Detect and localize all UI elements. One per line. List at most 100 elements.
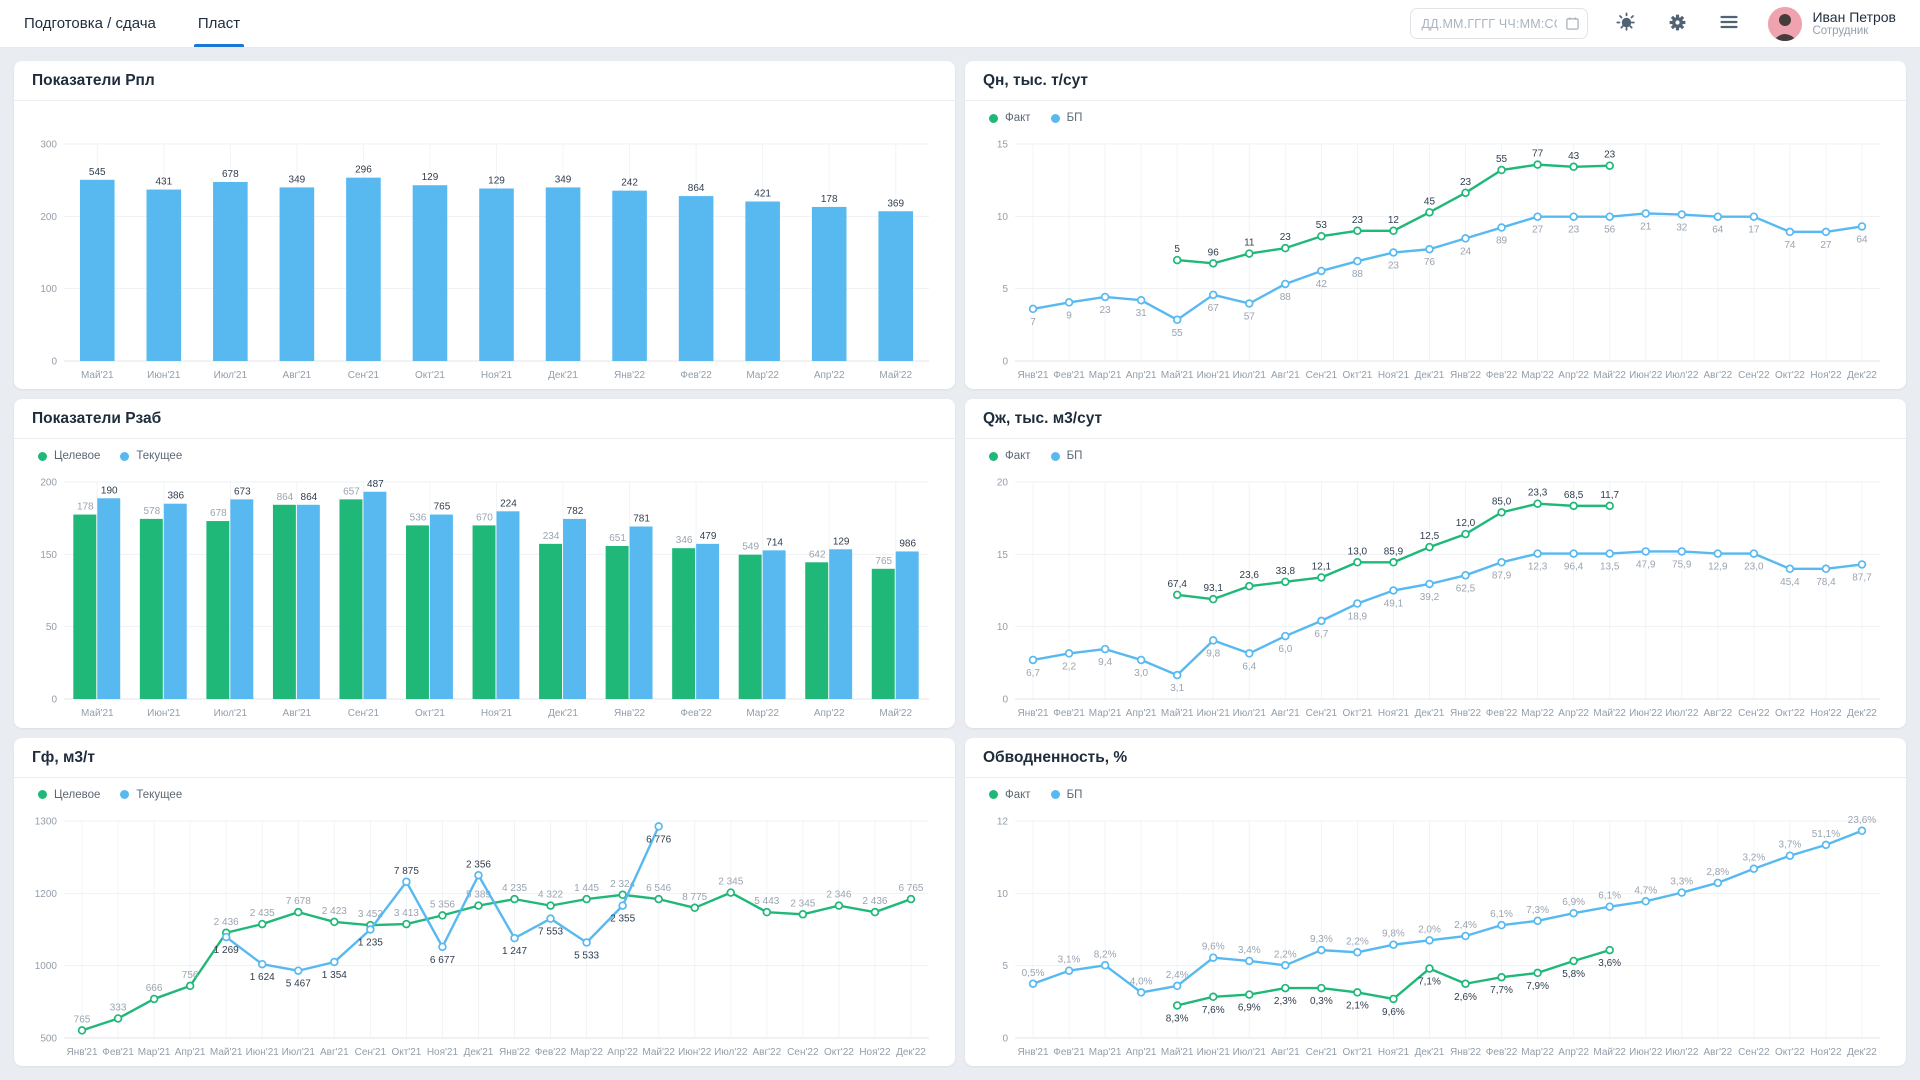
svg-text:Июл'21: Июл'21 <box>214 708 248 719</box>
svg-text:100: 100 <box>40 284 57 295</box>
svg-text:Ноя'21: Ноя'21 <box>1378 708 1410 719</box>
svg-text:Мар'21: Мар'21 <box>1089 370 1122 381</box>
svg-text:50: 50 <box>46 622 58 633</box>
legend-item: Текущее <box>120 450 182 462</box>
chart-legend: Факт БП <box>979 784 1892 806</box>
svg-text:2 324: 2 324 <box>610 878 635 889</box>
svg-text:Сен'21: Сен'21 <box>348 708 380 719</box>
svg-text:55: 55 <box>1496 154 1508 165</box>
svg-text:Янв'21: Янв'21 <box>66 1047 98 1058</box>
svg-text:129: 129 <box>488 175 505 186</box>
svg-text:15: 15 <box>997 140 1009 151</box>
legend-item: Факт <box>989 112 1031 124</box>
svg-text:Янв'22: Янв'22 <box>1450 370 1482 381</box>
panel-rpl: Показатели Рпл 300 200 100 0 Май'21 Июн'21 Июл… <box>14 61 955 390</box>
svg-text:6,1%: 6,1% <box>1490 909 1513 920</box>
legend-dot <box>38 790 47 800</box>
legend-dot <box>120 790 130 800</box>
svg-text:3,6%: 3,6% <box>1598 958 1621 969</box>
svg-text:Сен'21: Сен'21 <box>355 1047 387 1058</box>
datetime-input[interactable] <box>1410 8 1589 39</box>
svg-text:24: 24 <box>1460 246 1472 257</box>
svg-text:2 355: 2 355 <box>610 913 635 924</box>
svg-text:0: 0 <box>1002 357 1008 368</box>
svg-text:Июн'21: Июн'21 <box>1197 708 1231 719</box>
svg-text:5: 5 <box>1002 961 1008 972</box>
svg-text:6,9%: 6,9% <box>1238 1002 1261 1013</box>
svg-text:678: 678 <box>210 508 227 519</box>
svg-text:2 436: 2 436 <box>214 916 239 927</box>
svg-text:2 346: 2 346 <box>826 889 851 900</box>
svg-text:64: 64 <box>1856 234 1868 245</box>
chart-gf: Целевое Текущее 1300 1200 1000 500 Янв'21 Фев'2… <box>14 778 955 1066</box>
svg-text:21: 21 <box>1640 221 1652 232</box>
user-menu[interactable]: Иван Петров Сотрудник <box>1768 6 1896 41</box>
svg-text:Окт'22: Окт'22 <box>1775 708 1805 719</box>
svg-text:Май'22: Май'22 <box>1593 370 1626 381</box>
svg-text:10: 10 <box>997 888 1009 899</box>
chart-canvas: 200 150 50 0 Май'21 Июн'21 Июл'21 Авг'21 Сен'21 О… <box>40 478 929 719</box>
svg-text:9,3%: 9,3% <box>1310 934 1333 945</box>
svg-text:12: 12 <box>1388 215 1400 226</box>
svg-text:6,7: 6,7 <box>1026 668 1040 679</box>
svg-text:Июл'21: Июл'21 <box>1233 1047 1267 1058</box>
svg-text:75,9: 75,9 <box>1672 560 1692 571</box>
legend-dot <box>120 451 130 461</box>
svg-text:6 776: 6 776 <box>646 834 671 845</box>
svg-text:Апр'21: Апр'21 <box>1126 708 1157 719</box>
tab-plast[interactable]: Пласт <box>193 0 245 47</box>
svg-text:Май'21: Май'21 <box>1161 708 1194 719</box>
chart-qn: Факт БП 15 10 5 0 Янв'21 Фев'21 Мар'21 Апр'21 Май'… <box>965 101 1906 389</box>
svg-text:13,0: 13,0 <box>1348 547 1368 558</box>
svg-text:Дек'21: Дек'21 <box>1415 370 1445 381</box>
panel-title: Показатели Рпл <box>14 61 955 101</box>
svg-text:Фев'22: Фев'22 <box>680 708 712 719</box>
svg-text:23: 23 <box>1100 305 1112 316</box>
svg-text:5 443: 5 443 <box>754 896 779 907</box>
svg-text:Июл'21: Июл'21 <box>1233 370 1267 381</box>
svg-text:23,0: 23,0 <box>1744 562 1764 573</box>
chart-rzab: Целевое Текущее 200 150 50 0 Май'21 Июн'21 Июл'2… <box>14 439 955 727</box>
svg-text:Дек'21: Дек'21 <box>548 708 578 719</box>
calendar-icon[interactable] <box>1565 16 1580 36</box>
legend-dot <box>989 113 998 123</box>
svg-text:2,1%: 2,1% <box>1346 1000 1369 1011</box>
svg-text:Окт'21: Окт'21 <box>1342 370 1372 381</box>
svg-text:Янв'22: Янв'22 <box>614 708 646 719</box>
svg-text:Май'21: Май'21 <box>81 708 114 719</box>
svg-text:6 765: 6 765 <box>898 883 923 894</box>
panel-title: Обводненность, % <box>965 738 1906 778</box>
svg-text:5: 5 <box>1002 284 1008 295</box>
svg-text:Апр'22: Апр'22 <box>1558 370 1589 381</box>
svg-text:Июн'21: Июн'21 <box>147 370 181 381</box>
svg-text:Мар'21: Мар'21 <box>1089 1047 1122 1058</box>
settings-button[interactable] <box>1665 10 1690 38</box>
svg-text:Июн'22: Июн'22 <box>678 1047 712 1058</box>
svg-text:1 269: 1 269 <box>214 945 239 956</box>
svg-text:1 247: 1 247 <box>502 946 527 957</box>
brightness-button[interactable] <box>1614 10 1639 38</box>
svg-text:11,7: 11,7 <box>1600 490 1619 501</box>
svg-text:Окт'22: Окт'22 <box>1775 370 1805 381</box>
svg-text:Янв'22: Янв'22 <box>614 370 646 381</box>
chart-legend: Факт БП <box>979 107 1892 129</box>
svg-text:7 678: 7 678 <box>286 896 311 907</box>
svg-text:6 677: 6 677 <box>430 955 455 966</box>
svg-text:369: 369 <box>887 198 904 209</box>
svg-text:549: 549 <box>742 542 759 553</box>
legend-item: БП <box>1050 112 1082 124</box>
tab-podgotovka-sdacha[interactable]: Подготовка / сдача <box>24 15 156 32</box>
svg-text:349: 349 <box>289 174 306 185</box>
svg-text:47,9: 47,9 <box>1636 560 1656 571</box>
list-button[interactable] <box>1716 10 1742 37</box>
svg-text:Апр'21: Апр'21 <box>175 1047 206 1058</box>
svg-text:2,3%: 2,3% <box>1274 996 1297 1007</box>
svg-text:4,7%: 4,7% <box>1634 885 1657 896</box>
svg-text:Июл'22: Июл'22 <box>714 1047 748 1058</box>
svg-text:51,1%: 51,1% <box>1812 829 1840 840</box>
legend-item: Целевое <box>38 789 100 801</box>
svg-text:Май'22: Май'22 <box>879 708 912 719</box>
svg-text:23,3: 23,3 <box>1528 488 1548 499</box>
legend-item: Текущее <box>120 789 182 801</box>
panel-qn: Qн, тыс. т/сут Факт БП 15 10 5 0 Янв'21 Фев'21 М… <box>965 61 1906 390</box>
